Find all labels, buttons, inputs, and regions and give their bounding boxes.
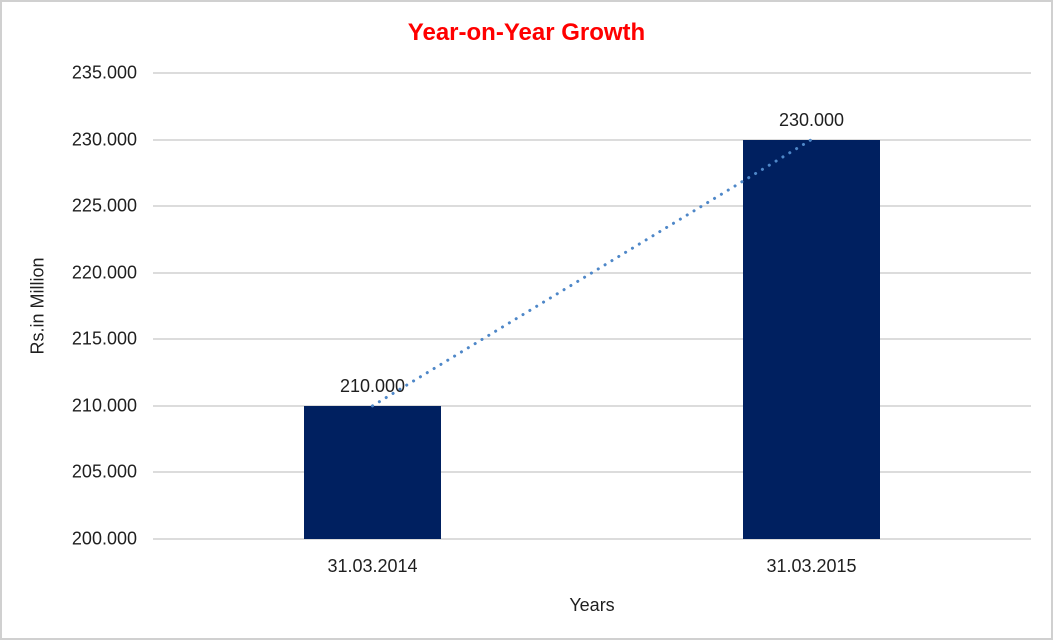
bar-value-label: 230.000 — [778, 109, 845, 130]
gridline — [153, 271, 1031, 274]
x-axis-title: Years — [569, 595, 615, 615]
y-tick-label: 235.000 — [71, 62, 137, 83]
chart-title: Year-on-Year Growth — [407, 19, 646, 46]
gridline — [153, 338, 1031, 341]
y-tick-label: 210.000 — [71, 395, 137, 416]
bar-value-label: 210.000 — [339, 375, 406, 396]
y-tick-label: 220.000 — [71, 262, 137, 283]
x-tick-label: 31.03.2014 — [327, 556, 418, 576]
y-tick-label: 215.000 — [71, 328, 137, 349]
gridline — [153, 205, 1031, 208]
y-tick-label: 205.000 — [71, 461, 137, 482]
gridline — [153, 471, 1031, 474]
gridline — [153, 72, 1031, 74]
y-tick-label: 200.000 — [71, 528, 137, 549]
y-tick-label: 230.000 — [71, 129, 137, 150]
y-tick-label: 225.000 — [71, 195, 137, 216]
x-tick-label: 31.03.2015 — [766, 556, 857, 576]
gridline — [153, 538, 1031, 540]
gridline — [153, 138, 1031, 141]
gridline — [153, 404, 1031, 407]
bar-31.03.2014 — [304, 405, 441, 539]
bar-31.03.2015 — [743, 139, 880, 539]
